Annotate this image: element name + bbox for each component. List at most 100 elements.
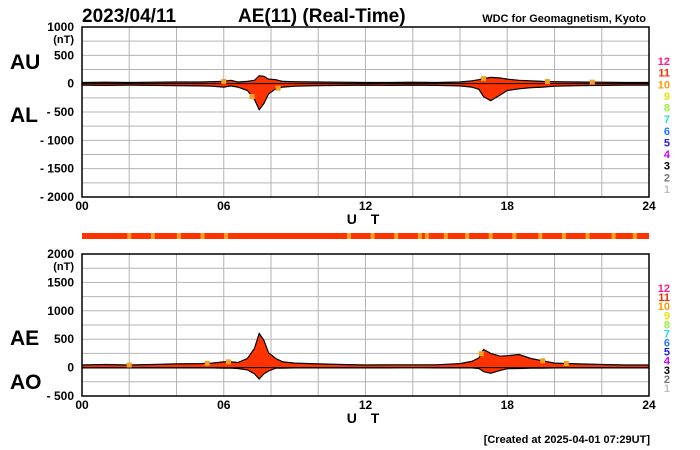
station-bar-mark — [443, 233, 448, 239]
station-bar-mark — [150, 233, 155, 239]
station-count-label: 1 — [664, 383, 670, 395]
station-bar-mark — [561, 233, 566, 239]
y-tick-label: 500 — [54, 48, 74, 62]
ae-series-line — [81, 332, 649, 366]
date-title: 2023/04/11 — [82, 6, 176, 27]
al-series-line — [81, 84, 649, 111]
ae-station-marker — [563, 360, 569, 366]
y-tick-label: - 500 — [47, 389, 75, 403]
station-bar-mark — [488, 233, 493, 239]
au-station-marker — [589, 79, 595, 85]
y-tick-label: - 1000 — [40, 133, 74, 147]
y-tick-label: 1000 — [47, 304, 74, 318]
ae-ao-x-axis-label: U T — [347, 410, 385, 426]
station-bar-mark — [585, 233, 590, 239]
station-count-label: 9 — [664, 310, 670, 322]
station-count-label: 11 — [658, 292, 670, 304]
station-count-label: 12 — [658, 56, 670, 68]
x-tick-label: 12 — [359, 199, 373, 213]
y-tick-label: - 2000 — [40, 190, 74, 204]
au-series-label: AU — [10, 51, 40, 74]
station-bar-mark — [512, 233, 517, 239]
station-count-label: 6 — [664, 338, 670, 350]
y-tick-label: - 1500 — [40, 162, 74, 176]
x-tick-label: 00 — [75, 398, 89, 412]
ae-series-label: AE — [10, 327, 39, 350]
au-station-marker — [481, 76, 487, 82]
ae-ao-y-axis-label: (nT) — [53, 261, 74, 273]
ae-ao-plot-frame — [81, 253, 650, 397]
y-tick-label: 0 — [67, 77, 74, 91]
station-bar-mark — [424, 233, 429, 239]
station-bar-mark — [465, 233, 470, 239]
x-tick-label: 06 — [217, 398, 231, 412]
station-count-label: 2 — [664, 374, 670, 386]
station-count-label: 8 — [664, 103, 670, 115]
station-count-label: 4 — [664, 149, 671, 161]
x-tick-label: 24 — [642, 199, 656, 213]
station-count-label: 4 — [664, 356, 671, 368]
station-bar-fill — [82, 233, 649, 239]
station-count-label: 7 — [664, 114, 670, 126]
station-coverage-bar — [82, 233, 649, 239]
al-station-marker — [249, 94, 255, 100]
station-count-label: 8 — [664, 319, 670, 331]
ae-ao-plot-area — [81, 332, 649, 380]
y-tick-label: 2000 — [47, 247, 74, 261]
al-series-label: AL — [10, 104, 38, 127]
au-station-marker — [544, 79, 550, 85]
au-al-x-tick-labels: 00 06 12 18 24 — [75, 199, 656, 213]
station-count-label: 10 — [658, 301, 670, 313]
ae-ao-y-tick-labels: 2000 1500 1000 500 0 - 500 — [47, 247, 75, 403]
ae-station-marker — [204, 360, 210, 366]
station-bar-mark — [370, 233, 375, 239]
au-station-marker — [221, 78, 227, 84]
au-al-filled-area — [82, 75, 649, 110]
x-tick-label: 00 — [75, 199, 89, 213]
station-bar-mark — [127, 233, 132, 239]
station-bar-mark — [538, 233, 543, 239]
chart-title: AE(11) (Real-Time) — [238, 6, 406, 27]
ae-ao-x-tick-labels: 00 06 12 18 24 — [75, 398, 656, 412]
y-tick-label: 1500 — [47, 275, 74, 289]
au-al-x-axis-label: U T — [347, 211, 385, 227]
source-label: WDC for Geomagnetism, Kyoto — [482, 13, 646, 25]
station-count-label: 6 — [664, 126, 670, 138]
station-count-label: 11 — [658, 68, 670, 80]
created-timestamp: [Created at 2025-04-01 07:29UT] — [484, 434, 651, 446]
au-al-plot-frame — [81, 26, 650, 198]
station-count-label: 12 — [658, 283, 670, 295]
station-count-label: 10 — [658, 79, 670, 91]
x-tick-label: 06 — [217, 199, 231, 213]
station-count-label: 7 — [664, 328, 670, 340]
al-station-marker — [275, 85, 281, 91]
station-count-label: 3 — [664, 365, 670, 377]
au-al-plot-area — [81, 75, 649, 111]
x-tick-label: 18 — [501, 199, 515, 213]
y-tick-label: 500 — [54, 332, 74, 346]
y-tick-label: - 500 — [47, 105, 75, 119]
x-tick-label: 12 — [359, 398, 373, 412]
station-count-label: 5 — [664, 137, 670, 149]
station-bar-mark — [224, 233, 229, 239]
station-bar-mark — [394, 233, 399, 239]
station-bar-mark — [632, 233, 637, 239]
au-al-y-axis-label: (nT) — [53, 34, 74, 46]
x-tick-label: 24 — [642, 398, 656, 412]
x-tick-label: 18 — [501, 398, 515, 412]
ao-series-label: AO — [10, 371, 42, 394]
station-bar-mark — [346, 233, 351, 239]
station-count-label: 1 — [664, 184, 670, 196]
au-al-y-tick-labels: 1000 500 0 - 500 - 1000 - 1500 - 2000 — [40, 20, 74, 204]
station-bar-mark — [611, 233, 616, 239]
station-count-label: 3 — [664, 161, 670, 173]
ae-station-marker — [478, 351, 484, 357]
station-count-label: 2 — [664, 172, 670, 184]
ae-station-marker — [126, 362, 132, 368]
